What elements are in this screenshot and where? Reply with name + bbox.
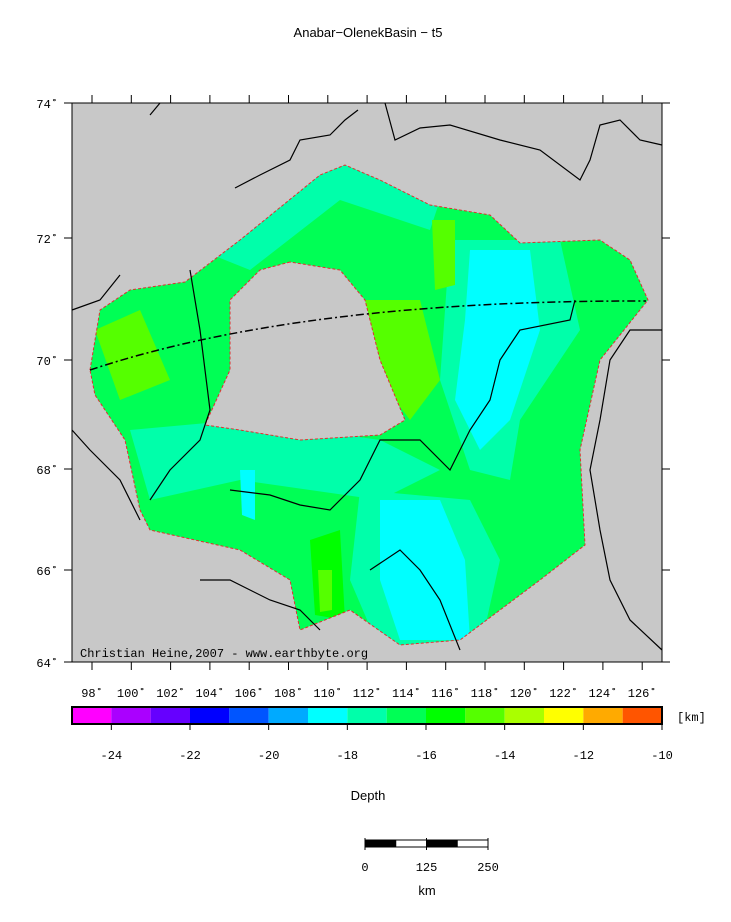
lon-label: 104˚ bbox=[195, 687, 224, 701]
lat-label: 68˚ bbox=[36, 464, 58, 478]
lon-label: 110˚ bbox=[313, 687, 342, 701]
profile-line bbox=[89, 300, 647, 371]
colorbar-tick-label: -22 bbox=[179, 749, 201, 763]
color-swatch bbox=[308, 707, 348, 724]
scale-segment bbox=[364, 839, 397, 848]
colorbar-unit: [km] bbox=[677, 711, 706, 725]
lat-label: 70˚ bbox=[36, 355, 58, 369]
color-swatch bbox=[465, 707, 505, 724]
color-swatch bbox=[347, 707, 387, 724]
map-title: Anabar−OlenekBasin − t5 bbox=[294, 25, 443, 40]
map-axes: 74˚ 72˚ 70˚ 68˚ 66˚ 64˚ 98˚ 100˚ 102˚ 104˚ 106˚ 108… bbox=[36, 95, 670, 701]
lon-label: 118˚ bbox=[471, 687, 500, 701]
color-swatch bbox=[229, 707, 269, 724]
lon-label: 108˚ bbox=[274, 687, 303, 701]
lon-label: 122˚ bbox=[549, 687, 578, 701]
lat-label: 74˚ bbox=[36, 98, 58, 112]
scale-segment bbox=[395, 839, 427, 848]
colorbar: -24 -22 -20 -18 -16 -14 -12 -10 [km] Depth bbox=[71, 706, 706, 803]
colorbar-tick-label: -18 bbox=[337, 749, 359, 763]
lon-label: 112˚ bbox=[353, 687, 382, 701]
color-swatch bbox=[111, 707, 151, 724]
colorbar-tick-label: -16 bbox=[415, 749, 437, 763]
colorbar-tick-label: -20 bbox=[258, 749, 280, 763]
color-swatch bbox=[150, 707, 190, 724]
scale-bar: 0 125 250 km bbox=[361, 838, 499, 898]
color-swatch bbox=[268, 707, 308, 724]
colorbar-tick-label: -10 bbox=[651, 749, 673, 763]
lon-label: 106˚ bbox=[235, 687, 264, 701]
coastlines bbox=[71, 102, 663, 651]
colorbar-frame bbox=[71, 706, 663, 725]
lon-label: 102˚ bbox=[156, 687, 185, 701]
scale-tick-label: 0 bbox=[361, 861, 368, 875]
lon-label: 114˚ bbox=[392, 687, 421, 701]
color-swatch bbox=[426, 707, 466, 724]
lat-label: 66˚ bbox=[36, 565, 58, 579]
lon-label: 126˚ bbox=[628, 687, 657, 701]
basin-outline bbox=[89, 164, 649, 646]
scale-segment bbox=[426, 839, 458, 848]
scale-tick-label: 250 bbox=[477, 861, 499, 875]
color-swatch bbox=[622, 707, 662, 724]
color-swatch bbox=[583, 707, 623, 724]
color-swatch bbox=[504, 707, 544, 724]
lat-label: 64˚ bbox=[36, 657, 58, 671]
lon-label: 98˚ bbox=[81, 687, 103, 701]
lat-label: 72˚ bbox=[36, 233, 58, 247]
color-swatch bbox=[544, 707, 584, 724]
color-swatch bbox=[190, 707, 230, 724]
colorbar-tick-label: -24 bbox=[101, 749, 123, 763]
lon-label: 120˚ bbox=[510, 687, 539, 701]
colorbar-tick-label: -12 bbox=[573, 749, 595, 763]
scale-segment bbox=[456, 839, 489, 848]
lon-label: 116˚ bbox=[431, 687, 460, 701]
credit: Christian Heine,2007 - www.earthbyte.org bbox=[80, 647, 368, 661]
colorbar-tick-label: -14 bbox=[494, 749, 516, 763]
lon-label: 100˚ bbox=[117, 687, 146, 701]
scale-tick-label: 125 bbox=[416, 861, 438, 875]
color-swatch bbox=[386, 707, 426, 724]
colorbar-label: Depth bbox=[351, 788, 386, 803]
color-swatch bbox=[72, 707, 112, 724]
scale-unit: km bbox=[418, 883, 435, 898]
lon-label: 124˚ bbox=[588, 687, 617, 701]
